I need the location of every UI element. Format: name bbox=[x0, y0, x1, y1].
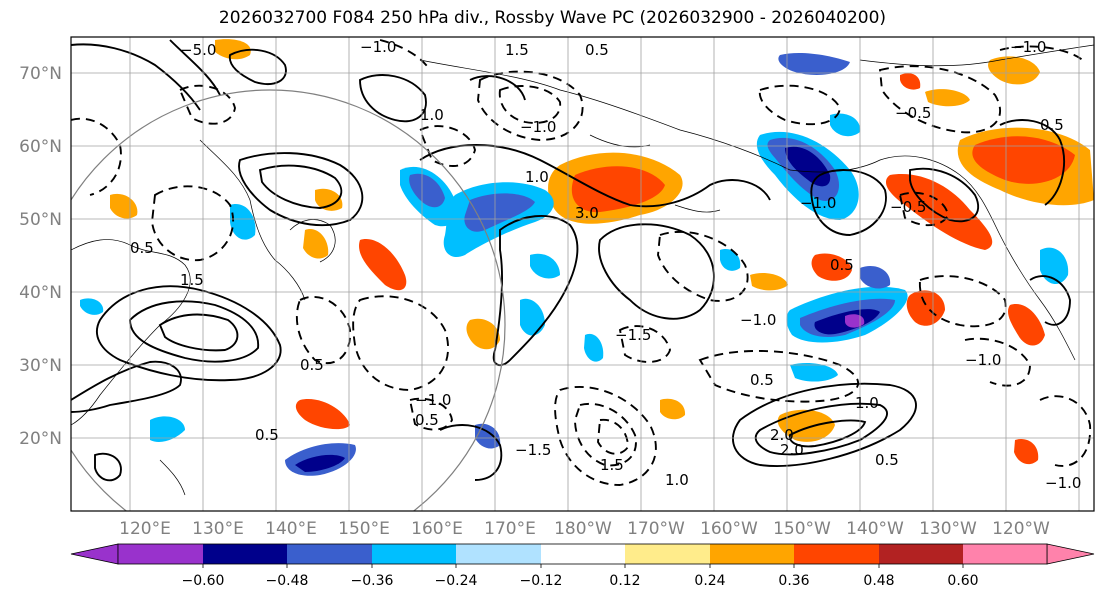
colorbar-outline bbox=[117, 543, 1048, 565]
colorbar-tick-label: −0.12 bbox=[520, 573, 563, 589]
colorbar-segment bbox=[541, 544, 625, 564]
colorbar-tick-label: 0.12 bbox=[609, 573, 640, 589]
contour-label: −1.0 bbox=[965, 351, 1001, 369]
colorbar-tick-label: 0.24 bbox=[694, 573, 725, 589]
contour-label: −1.0 bbox=[520, 118, 556, 136]
lon-label: 130°E bbox=[192, 519, 244, 539]
contour-label: 0.5 bbox=[750, 371, 774, 389]
lon-label: 170°W bbox=[627, 519, 685, 539]
contour-label: 1.0 bbox=[525, 168, 549, 186]
contour-label: 0.5 bbox=[1040, 116, 1064, 134]
colorbar-segment bbox=[456, 544, 541, 564]
lon-label: 160°W bbox=[700, 519, 758, 539]
contour-label: −1.0 bbox=[415, 391, 451, 409]
colorbar: −0.60 −0.48 −0.36 −0.24 −0.12 0.12 0.24 … bbox=[70, 543, 1095, 589]
contour-label: 0.5 bbox=[585, 41, 609, 59]
colorbar-segment bbox=[287, 544, 372, 564]
contour-label: −1.5 bbox=[515, 441, 551, 459]
contour-label: −1.0 bbox=[360, 38, 396, 56]
lon-label: 150°E bbox=[338, 519, 390, 539]
lat-label: 60°N bbox=[19, 137, 62, 157]
map-background bbox=[71, 37, 1094, 511]
contour-label: 1.5 bbox=[600, 456, 624, 474]
contour-label: 1.0 bbox=[665, 471, 689, 489]
lon-label: 180°W bbox=[554, 519, 612, 539]
lat-label: 20°N bbox=[19, 429, 62, 449]
lon-label: 150°W bbox=[773, 519, 831, 539]
contour-label: 0.5 bbox=[830, 256, 854, 274]
contour-label: −0.5 bbox=[895, 104, 931, 122]
lon-label: 160°E bbox=[411, 519, 463, 539]
colorbar-segment bbox=[879, 544, 963, 564]
contour-label: 0.5 bbox=[255, 426, 279, 444]
lon-label: 140°E bbox=[265, 519, 317, 539]
map-frame bbox=[70, 36, 1095, 512]
colorbar-tick-label: 0.36 bbox=[778, 573, 809, 589]
colorbar-segment bbox=[794, 544, 879, 564]
contour-label: 1.5 bbox=[505, 41, 529, 59]
reference-circle bbox=[71, 89, 506, 511]
contour-label: 1.5 bbox=[180, 271, 204, 289]
map-content: −5.0 −1.0 1.5 0.5 −1.0 1.0 −0.5 0.5 −1.0… bbox=[71, 37, 1094, 511]
coastlines bbox=[71, 44, 1094, 496]
contour-label: 2.0 bbox=[770, 426, 794, 444]
colorbar-segment bbox=[203, 544, 287, 564]
contour-label: 0.5 bbox=[300, 356, 324, 374]
lat-label: 50°N bbox=[19, 210, 62, 230]
contour-label: 0.5 bbox=[130, 239, 154, 257]
colorbar-tick-label: −0.48 bbox=[266, 573, 309, 589]
contour-label: −5.0 bbox=[180, 41, 216, 59]
positive-anomaly-shading bbox=[110, 39, 1094, 465]
colorbar-segment bbox=[625, 544, 710, 564]
contour-label: 3.0 bbox=[575, 204, 599, 222]
colorbar-tick-label: 0.48 bbox=[863, 573, 894, 589]
negative-anomaly-shading bbox=[80, 52, 1069, 476]
contour-label: −1.0 bbox=[1010, 38, 1046, 56]
colorbar-overflow-triangle bbox=[1046, 543, 1095, 565]
lon-label: 140°W bbox=[846, 519, 904, 539]
colorbar-tick-label: −0.24 bbox=[435, 573, 478, 589]
colorbar-segment bbox=[963, 544, 1047, 564]
contour-label: −1.0 bbox=[1045, 474, 1081, 492]
contour-label: 0.5 bbox=[415, 411, 439, 429]
contour-label: −1.0 bbox=[800, 194, 836, 212]
gridlines bbox=[71, 37, 1094, 511]
colorbar-tick-label: −0.60 bbox=[182, 573, 225, 589]
contour-label: 0.5 bbox=[875, 451, 899, 469]
colorbar-tick-label: 0.60 bbox=[947, 573, 978, 589]
colorbar-segment bbox=[372, 544, 456, 564]
lat-label: 30°N bbox=[19, 356, 62, 376]
colorbar-tick-label: −0.36 bbox=[351, 573, 394, 589]
colorbar-underflow-triangle bbox=[70, 543, 119, 565]
map-title: 2026032700 F084 250 hPa div., Rossby Wav… bbox=[218, 8, 887, 28]
lon-label: 130°W bbox=[919, 519, 977, 539]
lon-label: 170°E bbox=[484, 519, 536, 539]
contour-label: 1.0 bbox=[420, 106, 444, 124]
colorbar-segment bbox=[710, 544, 794, 564]
contour-label: 2.0 bbox=[780, 441, 804, 459]
lat-label: 40°N bbox=[19, 283, 62, 303]
contour-label: −1.0 bbox=[740, 311, 776, 329]
lon-label: 120°E bbox=[119, 519, 171, 539]
lon-label: 120°W bbox=[992, 519, 1050, 539]
contour-label: −1.5 bbox=[615, 326, 651, 344]
latitude-labels: 70°N 60°N 50°N 40°N 30°N 20°N bbox=[19, 64, 62, 449]
lat-label: 70°N bbox=[19, 64, 62, 84]
contour-label: 1.0 bbox=[855, 394, 879, 412]
negative-contours bbox=[71, 39, 1091, 486]
colorbar-segment bbox=[118, 544, 203, 564]
longitude-labels: 120°E 130°E 140°E 150°E 160°E 170°E 180°… bbox=[119, 519, 1050, 539]
contour-labels: −5.0 −1.0 1.5 0.5 −1.0 1.0 −0.5 0.5 −1.0… bbox=[130, 38, 1081, 492]
contour-label: −0.5 bbox=[890, 198, 926, 216]
